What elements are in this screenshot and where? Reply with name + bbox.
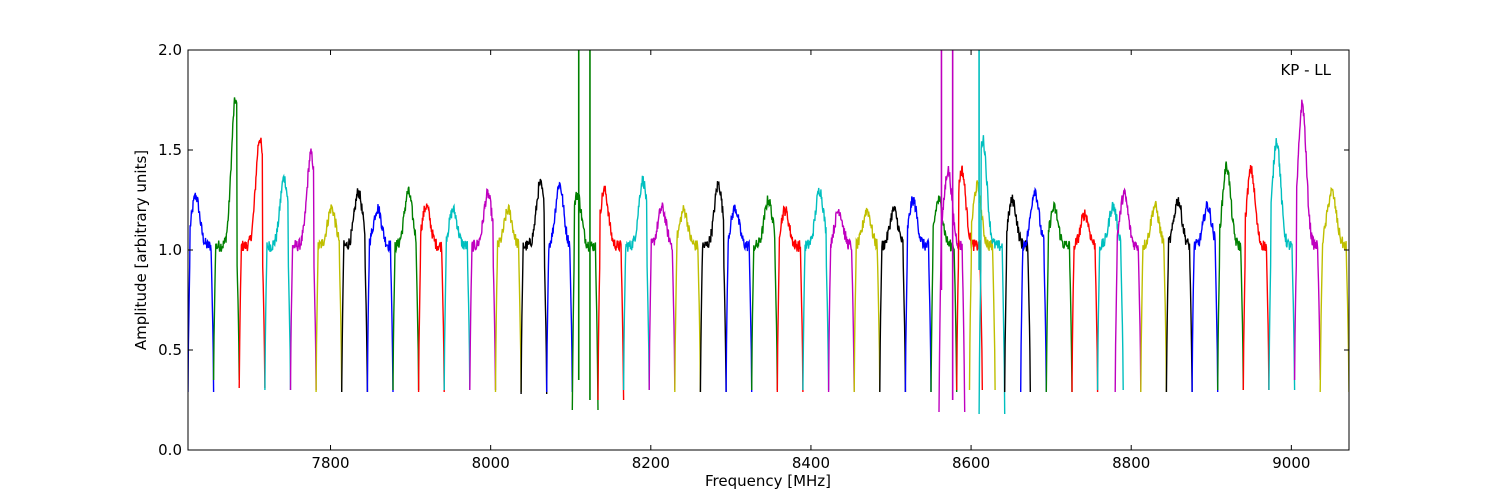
x-tick-label-6: 9000	[1272, 454, 1310, 472]
series-line-18	[648, 202, 676, 391]
y-axis-label: Amplitude [arbitrary units]	[132, 150, 150, 350]
series-line-26	[853, 207, 881, 393]
series-line-12	[494, 203, 522, 393]
ticks-layer: 7800 8000 8200 8400 8600 8800 9000 0.0 0.5 1.0 1.5…	[158, 41, 1349, 472]
series-line-47	[1319, 187, 1349, 393]
x-tick-label-1: 8000	[472, 454, 510, 472]
series-line-4	[289, 148, 317, 391]
series-line-19	[674, 205, 702, 393]
series-line-6	[341, 188, 369, 393]
series-line-21	[725, 204, 753, 393]
plot-frame	[187, 49, 1350, 451]
y-tick-label-1: 0.5	[158, 341, 182, 359]
series-line-28	[904, 196, 932, 393]
series-line-23	[776, 205, 804, 393]
series-line-17	[622, 175, 650, 391]
x-axis-label: Frequency [MHz]	[705, 472, 831, 490]
series-line-46	[1293, 99, 1321, 381]
series-line-33	[978, 135, 1006, 415]
x-tick-label-0: 7800	[311, 454, 349, 472]
series-line-22	[751, 195, 778, 391]
series-line-0	[188, 192, 215, 393]
y-tick-label-0: 0.0	[158, 441, 182, 459]
x-tick-label-4: 8600	[952, 454, 990, 472]
y-tick-label-3: 1.5	[158, 141, 182, 159]
y-tick-label-4: 2.0	[158, 41, 182, 59]
series-line-10	[443, 203, 471, 391]
series-line-40	[1140, 200, 1168, 393]
series-line-11	[469, 188, 497, 391]
series-line-35	[1020, 186, 1048, 393]
series-line-5	[315, 204, 343, 393]
series-line-37	[1071, 209, 1099, 393]
series-line-1	[212, 97, 240, 381]
series-line-42	[1191, 201, 1219, 393]
series-line-13	[520, 178, 548, 395]
series-line-3	[264, 173, 292, 391]
series-line-15	[571, 191, 599, 411]
series-line-8	[392, 186, 420, 391]
series-line-36	[1045, 200, 1073, 393]
series-line-7	[366, 204, 394, 393]
x-tick-label-5: 8800	[1112, 454, 1150, 472]
series-line-45	[1268, 138, 1296, 391]
series-line-25	[827, 209, 855, 393]
series-line-38	[1096, 201, 1124, 391]
series-line-30	[938, 165, 966, 413]
annotation-label: KP - LL	[1280, 61, 1331, 79]
y-tick-label-2: 1.0	[158, 241, 182, 259]
series-line-39	[1114, 187, 1142, 393]
series-line-2	[238, 137, 266, 389]
series-line-24	[802, 187, 830, 391]
series-line-20	[699, 181, 727, 393]
series-line-43	[1216, 161, 1245, 391]
series-line-16	[597, 185, 625, 401]
series-line-27	[879, 205, 907, 393]
x-tick-label-3: 8400	[792, 454, 830, 472]
series-line-31	[956, 165, 983, 391]
series-line-32	[968, 180, 996, 391]
x-tick-label-2: 8200	[632, 454, 670, 472]
series-line-14	[546, 181, 573, 393]
series-line-34	[1004, 194, 1032, 393]
series-layer	[188, 50, 1349, 415]
series-line-41	[1165, 197, 1193, 393]
series-line-9	[417, 203, 445, 393]
series-line-44	[1242, 164, 1270, 391]
